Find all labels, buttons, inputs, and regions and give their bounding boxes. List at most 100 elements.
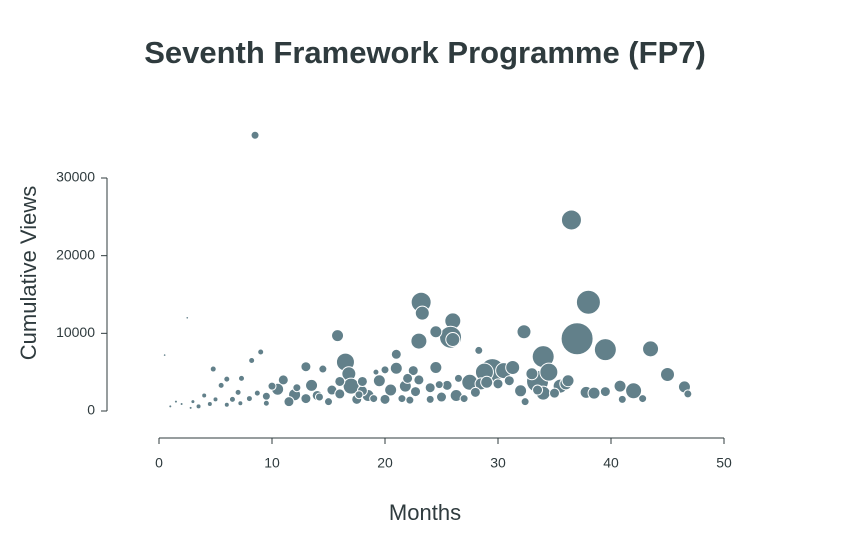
bubble [261,391,271,401]
x-tick-label: 0 [155,455,163,471]
bubble [314,392,324,402]
bubble [617,394,627,404]
bubble [390,348,402,360]
bubble [191,400,195,404]
bubble [277,374,289,386]
bubble [560,209,582,231]
bubble [342,377,360,395]
bubble [402,372,414,384]
bubble [223,375,231,383]
y-axis-label: Cumulative Views [16,186,41,360]
bubble [405,395,415,405]
bubble [369,394,379,404]
bubble [560,322,594,356]
bubble [202,393,207,398]
bubble [480,375,494,389]
bubble [492,378,504,390]
bubble [209,365,217,373]
bubble [300,393,312,405]
bubble [207,402,212,407]
bubble [532,384,544,396]
bubble [196,404,201,409]
bubble [354,390,364,400]
bubble [169,405,172,408]
bubble [380,365,390,375]
x-tick-label: 10 [264,455,280,471]
bubble [267,381,277,391]
bubble [429,361,443,375]
bubble [174,400,177,403]
bubble [372,368,380,376]
bubble [300,361,312,373]
bubble [599,386,611,398]
bubble [469,386,481,398]
bubble [248,357,256,365]
bubble [407,365,419,377]
bubble [292,383,302,393]
bubble [414,305,430,321]
bubble [334,375,346,387]
bubble [163,354,166,356]
bubble [384,383,398,397]
bubble [520,397,530,407]
bubble [186,317,189,319]
bubble [613,379,627,393]
bubble [660,366,675,382]
bubble [575,289,601,315]
bubble [436,391,447,403]
bubble [305,378,319,392]
x-tick-label: 50 [716,455,732,471]
bubble [625,382,643,400]
bubble [334,388,346,400]
bubble [213,397,218,402]
chart-title: Seventh Framework Programme (FP7) [144,35,706,70]
bubble [410,386,422,398]
bubble [372,374,386,388]
bubble [593,338,617,362]
bubble [262,399,270,407]
bubble [356,375,368,387]
bubble [180,403,183,406]
x-tick-label: 20 [377,455,393,471]
bubble [425,394,435,404]
bubble [514,384,528,398]
bubble [549,387,560,399]
bubble [245,395,253,403]
bubble [389,361,403,375]
bubble [683,389,693,399]
bubble [238,401,243,406]
bubble [638,394,648,404]
bubble [217,381,225,389]
bubble [331,329,345,343]
bubble [324,397,333,407]
bubble [587,386,601,400]
bubble [642,340,660,358]
bubble [505,360,521,376]
bubble [318,364,328,374]
bubble [474,345,484,355]
x-tick-label: 30 [490,455,506,471]
bubble [561,374,575,388]
bubble [397,394,407,404]
bubble [445,332,461,348]
y-tick-label: 30000 [56,169,95,185]
bubble [250,130,260,140]
bubble [224,402,229,407]
y-tick-label: 20000 [56,246,95,262]
bubble [189,406,192,409]
bubble [429,325,443,339]
bubble [234,388,242,396]
bubble [237,374,245,382]
bubble [434,380,444,390]
bubble [413,374,425,386]
x-axis-label: Months [389,500,461,525]
bubble [253,389,261,397]
bubble [257,348,265,356]
bubble [379,393,391,405]
bubble [539,362,559,382]
y-tick-label: 0 [87,402,95,418]
bubble [410,332,428,350]
bubble [516,324,532,340]
bubble [228,395,236,403]
